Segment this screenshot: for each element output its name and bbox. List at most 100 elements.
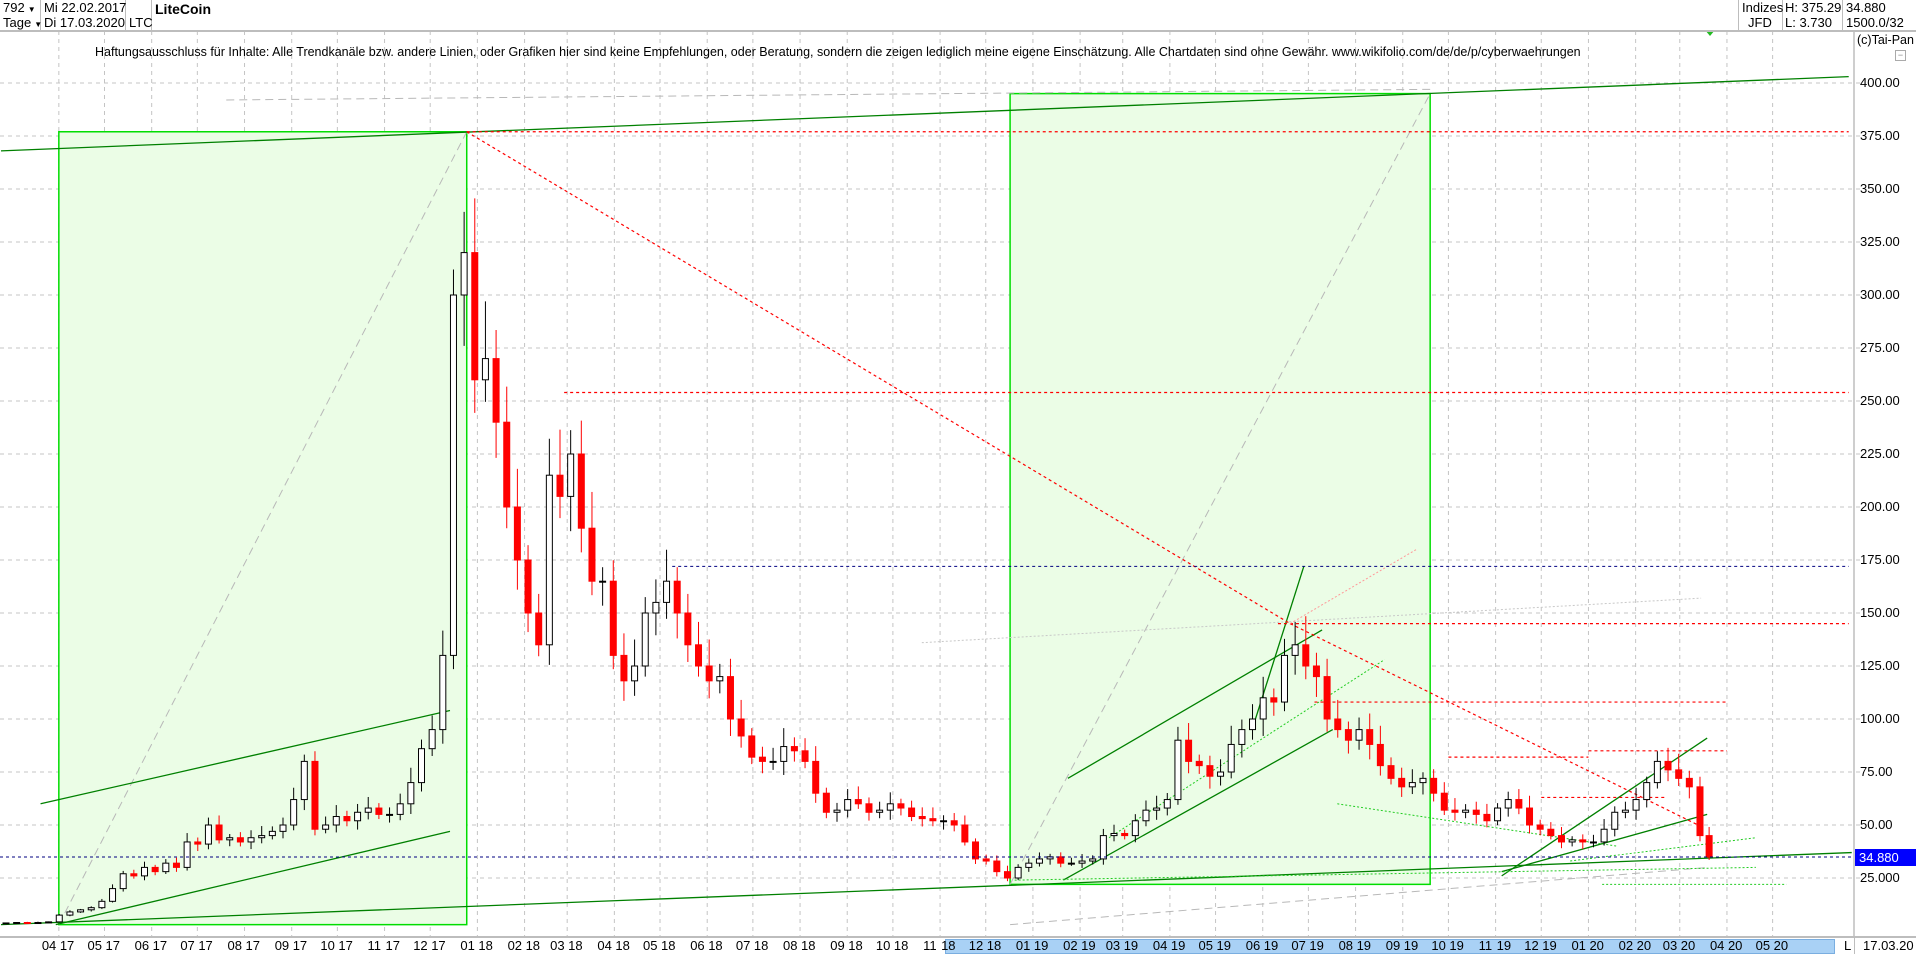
x-tick-month: 11 [923,938,937,953]
candle-body [918,816,926,820]
candle-body [1195,760,1203,767]
trend-line[interactable] [1067,629,1323,779]
candle-body [854,799,862,805]
candle-body [236,837,244,843]
date-range[interactable]: Mi 22.02.2017 Di 17.03.2020 [41,0,126,30]
candle-body [34,922,42,925]
market: Indizes [1742,0,1784,15]
scale-value: 1500.0/32 [1846,15,1904,30]
candle-body [1366,729,1374,745]
x-tick-year: 20 [1773,938,1789,953]
trend-line[interactable] [1289,623,1699,826]
x-tick-month: 10 [1431,938,1446,953]
x-tick-month: 02 [507,938,523,953]
candle-body [396,803,404,815]
trend-line[interactable] [58,131,468,925]
candle-body [77,909,85,913]
candle-body [716,676,724,682]
candle-body [162,862,170,873]
x-tick-month: 09 [830,938,845,953]
candle-body [98,900,106,909]
candle-body [833,809,841,813]
collapse-icon[interactable]: − [1895,50,1906,61]
candle-body [513,506,521,561]
candle-body [684,612,692,646]
candle-body [471,252,479,381]
y-tick-label: 200.00 [1860,499,1900,514]
candle-body [354,811,362,822]
candle-body [1675,769,1683,779]
x-tick-year: 18 [661,938,676,953]
x-tick-month: 02 [1618,938,1634,953]
candle-body [1185,739,1193,762]
x-tick-month: 09 [1385,938,1401,953]
candle-body [780,746,788,762]
trend-line[interactable] [1337,803,1618,847]
candle-body [1259,697,1267,720]
trend-line[interactable] [1009,93,1431,885]
trend-line[interactable] [0,851,1852,926]
candle-body [609,580,617,656]
candle-body [1302,644,1310,667]
candle-body [386,813,394,816]
candle-body [311,760,319,830]
x-tick-year: 17 [59,938,75,953]
x-tick-year: 20 [1680,938,1696,953]
header-bar: 792 ▼ Tage ▼ Mi 22.02.2017 Di 17.03.2020 L… [0,0,1916,32]
candle-body [503,421,511,508]
x-tick-year: 17 [292,938,308,953]
trend-line[interactable] [226,88,1431,101]
candle-body [1014,866,1022,879]
candle-body [822,792,830,813]
candles [2,198,1713,925]
y-tick-label: 50.00 [1860,817,1893,832]
x-tick-month: 12 [1524,938,1539,953]
trend-line[interactable] [1289,548,1417,625]
trend-line[interactable] [1063,729,1334,881]
candle-body [631,665,639,682]
candle-body [45,921,53,924]
candle-body [886,803,894,811]
candle-body [226,837,234,841]
bars-count-dropdown[interactable]: 792 ▼ [3,0,36,15]
trend-line[interactable] [1108,659,1385,839]
trend-line[interactable] [1501,737,1708,877]
x-tick-year: 18 [525,938,541,953]
x-tick-month: 05 [1198,938,1214,953]
period: Tage [3,15,32,30]
x-tick-month: 03 [550,938,565,953]
candle-body [972,841,980,860]
period-dropdown[interactable]: Tage ▼ [3,15,42,30]
x-tick-year: 18 [753,938,769,953]
trend-line[interactable] [40,709,451,805]
candle-body [961,824,969,843]
source: JFD [1748,15,1772,30]
candle-body [1249,718,1257,731]
candle-body [1089,858,1097,862]
x-tick-year: 20 [1636,938,1652,953]
candle-body [1430,777,1438,794]
trend-line[interactable] [55,830,451,926]
y-tick-label: 400.00 [1860,75,1900,90]
y-tick-label: 275.00 [1860,340,1900,355]
x-tick-month: 01 [1015,938,1031,953]
candle-body [1611,811,1619,830]
trend-line[interactable] [466,131,1291,625]
x-tick-year: 20 [1727,938,1743,953]
candle-body [577,453,585,529]
candle-body [1121,832,1129,837]
candle-body [141,866,149,877]
y-tick-label: 225.00 [1860,446,1900,461]
candle-body [758,756,766,762]
candle-body [1078,860,1086,864]
x-tick-year: 18 [893,938,909,953]
x-tick-year: 17 [198,938,213,953]
trend-line[interactable] [1570,837,1756,862]
candle-body [1547,828,1555,837]
x-axis-end: L 17.03.20 [1844,938,1916,954]
candle-body [1483,813,1491,822]
trend-line[interactable] [1014,866,1756,881]
trend-line[interactable] [0,75,1849,152]
x-tick-year: 17 [338,938,353,953]
